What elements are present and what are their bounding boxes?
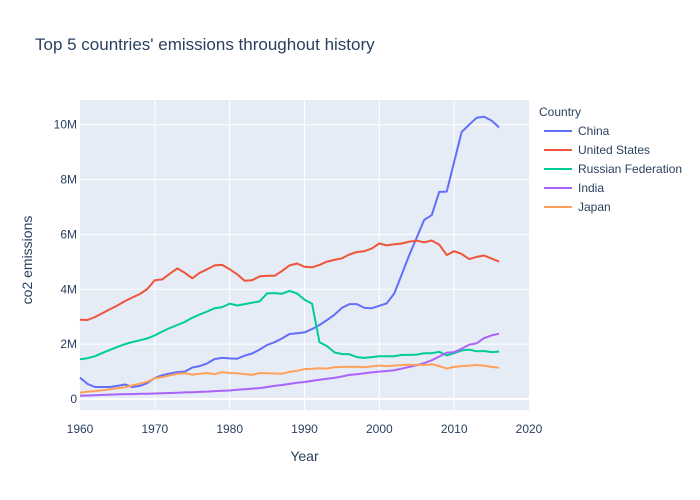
x-tick-label: 1960 xyxy=(67,422,94,436)
y-tick-label: 4M xyxy=(60,282,77,296)
legend-item-india[interactable]: India xyxy=(544,181,604,195)
x-axis-title: Year xyxy=(290,448,319,464)
legend-label: China xyxy=(578,124,610,138)
y-tick-label: 6M xyxy=(60,227,77,241)
legend-item-united-states[interactable]: United States xyxy=(544,143,650,157)
chart-title: Top 5 countries' emissions throughout hi… xyxy=(35,35,375,54)
y-tick-label: 0 xyxy=(70,392,77,406)
series-line-united-states[interactable] xyxy=(79,239,500,321)
x-tick-label: 1970 xyxy=(141,422,168,436)
series-lines xyxy=(79,115,500,397)
x-tick-label: 2000 xyxy=(366,422,393,436)
series-line-japan[interactable] xyxy=(79,363,500,394)
legend-item-china[interactable]: China xyxy=(544,124,610,138)
y-tick-label: 2M xyxy=(60,337,77,351)
series-line-russian-federation[interactable] xyxy=(79,289,500,361)
x-tick-label: 1980 xyxy=(216,422,243,436)
y-axis-title: co2 emissions xyxy=(19,216,35,305)
legend-title: Country xyxy=(539,105,581,119)
y-tick-label: 8M xyxy=(60,173,77,187)
legend-item-russian-federation[interactable]: Russian Federation xyxy=(544,162,682,176)
legend-item-japan[interactable]: Japan xyxy=(544,200,611,214)
x-tick-label: 2020 xyxy=(516,422,543,436)
legend-label: India xyxy=(578,181,604,195)
x-axis-ticks: 1960 1970 1980 1990 2000 2010 2020 xyxy=(67,422,543,436)
y-tick-label: 10M xyxy=(54,118,77,132)
gridlines xyxy=(80,100,529,410)
legend[interactable]: Country China United States Russian Federa… xyxy=(539,105,682,214)
y-axis-ticks: 0 2M 4M 6M 8M 10M xyxy=(54,118,78,406)
legend-label: Russian Federation xyxy=(578,162,682,176)
x-tick-label: 1990 xyxy=(291,422,318,436)
x-tick-label: 2010 xyxy=(441,422,468,436)
series-line-india[interactable] xyxy=(79,332,500,397)
legend-label: Japan xyxy=(578,200,611,214)
legend-label: United States xyxy=(578,143,650,157)
